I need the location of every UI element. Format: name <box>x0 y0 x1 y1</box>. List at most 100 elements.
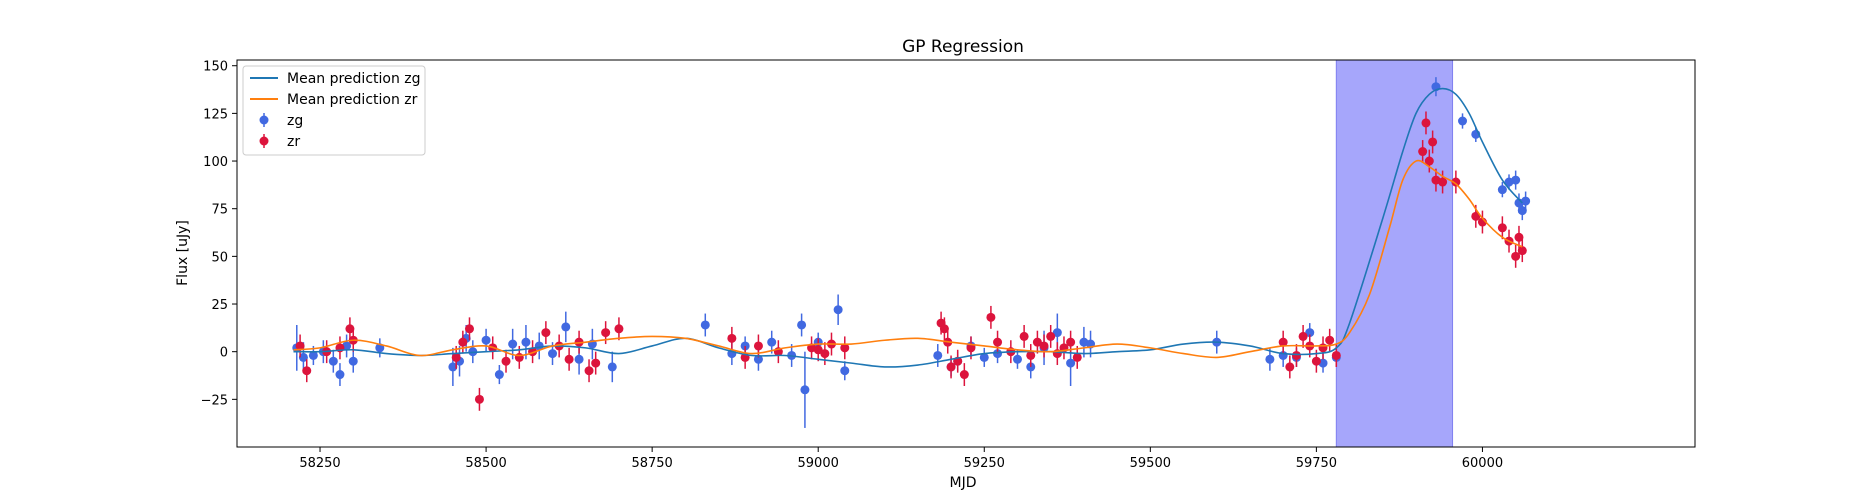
zg-point <box>1012 354 1022 364</box>
zg-point <box>508 339 518 349</box>
y-tick-label: 75 <box>211 203 228 218</box>
zr-point <box>1497 223 1507 233</box>
zg-point <box>1458 116 1468 126</box>
zg-point <box>767 337 777 347</box>
line-mean-prediction-zg <box>293 87 1523 368</box>
legend-label: zg <box>287 113 303 129</box>
zr-point <box>601 328 611 338</box>
zg-point <box>840 366 850 376</box>
zg-point <box>797 320 807 330</box>
legend-label: Mean prediction zr <box>287 92 418 108</box>
zr-point <box>1424 156 1434 166</box>
y-axis-label: Flux [uJy] <box>175 220 191 286</box>
zr-point <box>1039 341 1049 351</box>
zg-point <box>933 350 943 360</box>
zr-point <box>1438 177 1448 187</box>
zr-point <box>614 324 624 334</box>
zr-point <box>584 366 594 376</box>
highlight-region-layer <box>1335 59 1454 448</box>
zr-point <box>993 337 1003 347</box>
zr-point <box>959 370 969 380</box>
legend: Mean prediction zg Mean prediction zr zg zr <box>242 65 426 156</box>
zr-point <box>474 394 484 404</box>
y-tick-label: 150 <box>203 60 228 75</box>
zg-point <box>1497 185 1507 195</box>
y-tick-label: 0 <box>220 346 228 361</box>
zr-point <box>1471 211 1481 221</box>
zr-point <box>727 333 737 343</box>
zr-point <box>302 366 312 376</box>
legend-label: zr <box>287 134 300 150</box>
zg-point <box>481 335 491 345</box>
zg-point <box>1265 354 1275 364</box>
y-tick-label: 100 <box>203 155 228 170</box>
zg-point <box>1517 206 1527 216</box>
zr-point <box>1298 331 1308 341</box>
zg-point <box>548 349 558 359</box>
legend-swatch-marker <box>259 136 269 146</box>
zr-point <box>840 343 850 353</box>
zg-point <box>1052 328 1062 338</box>
zr-point <box>1325 335 1335 345</box>
x-tick-label: 59000 <box>798 456 839 471</box>
zr-point <box>813 345 823 355</box>
zr-point <box>514 352 524 362</box>
zg-point <box>800 385 810 395</box>
zr-point <box>966 343 976 353</box>
zg-point <box>521 337 531 347</box>
zr-point <box>1311 356 1321 366</box>
zr-point <box>1019 331 1029 341</box>
x-tick-label: 59250 <box>964 456 1005 471</box>
x-tick-label: 59500 <box>1130 456 1171 471</box>
zr-point <box>1517 246 1527 256</box>
plot-frame <box>236 59 1696 448</box>
zr-point <box>1032 337 1042 347</box>
zg-point <box>348 356 358 366</box>
zr-point <box>1428 137 1438 147</box>
y-tick-label: 125 <box>203 107 228 122</box>
zr-point <box>986 312 996 322</box>
zr-point <box>1026 350 1036 360</box>
zg-point <box>448 362 458 372</box>
zr-point <box>541 328 551 338</box>
zg-point <box>308 350 318 360</box>
zg-point <box>494 370 504 380</box>
highlight-region <box>1335 59 1454 448</box>
zr-point <box>458 337 468 347</box>
zr-point <box>946 362 956 372</box>
zr-point <box>939 324 949 334</box>
zr-point <box>295 341 305 351</box>
zr-point <box>1318 343 1328 353</box>
y-axis-ticks: −25 0 25 50 75 100 125 150 <box>201 60 237 408</box>
zg-point <box>574 354 584 364</box>
y-tick-label: 50 <box>211 250 228 265</box>
y-tick-label: −25 <box>201 393 228 408</box>
zg-point <box>607 362 617 372</box>
zg-point <box>979 352 989 362</box>
zr-point <box>564 354 574 364</box>
zg-point <box>561 322 571 332</box>
x-axis-ticks: 58250 58500 58750 59000 59250 59500 59750 60000 <box>299 447 1503 471</box>
zr-point <box>1291 350 1301 360</box>
zg-point <box>1066 358 1076 368</box>
zg-point <box>335 370 345 380</box>
zr-point <box>1514 232 1524 242</box>
zr-point <box>820 349 830 359</box>
zg-point <box>700 320 710 330</box>
legend-box <box>242 65 426 156</box>
zg-point <box>1521 196 1531 206</box>
x-axis-label: MJD <box>950 475 977 491</box>
zr-point <box>1072 352 1082 362</box>
zr-point <box>501 356 511 366</box>
zr-point <box>1418 147 1428 157</box>
x-tick-label: 58500 <box>465 456 506 471</box>
zr-point <box>1285 362 1295 372</box>
zr-point <box>753 341 763 351</box>
zr-point <box>591 358 601 368</box>
zr-point <box>1331 350 1341 360</box>
zr-point <box>1278 337 1288 347</box>
zr-point <box>1451 177 1461 187</box>
legend-label: Mean prediction zg <box>287 71 421 87</box>
zr-point <box>345 324 355 334</box>
